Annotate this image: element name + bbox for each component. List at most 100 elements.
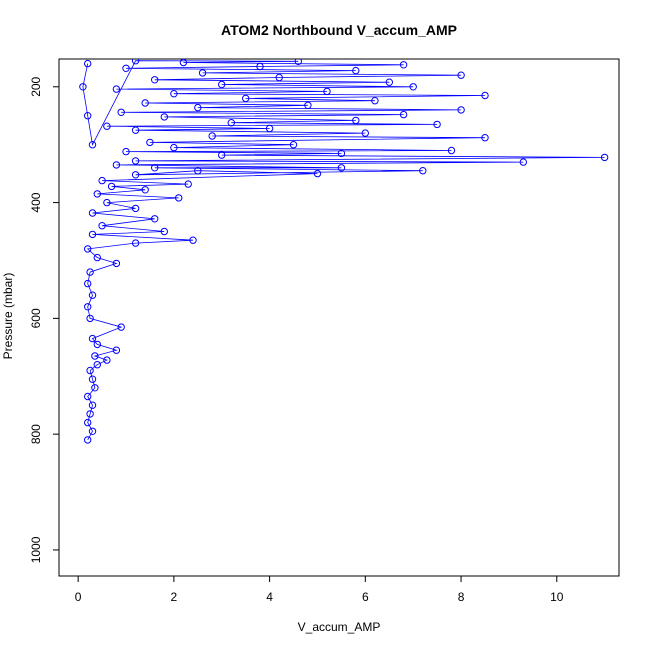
data-point (151, 164, 159, 172)
data-point (112, 161, 121, 169)
data-point (175, 194, 183, 202)
data-point (91, 352, 99, 360)
x-axis: 0 2 4 6 8 10 (75, 576, 564, 604)
plot-frame (58, 58, 620, 577)
data-point (84, 112, 92, 120)
y-tick-label: 600 (29, 308, 43, 328)
y-axis-label: Pressure (mbar) (1, 273, 15, 360)
data-point (112, 85, 121, 93)
data-point (189, 236, 197, 244)
data-point (88, 209, 97, 217)
data-point (131, 59, 140, 65)
data-point (385, 78, 393, 86)
data-point (352, 116, 360, 125)
data-point (131, 204, 140, 213)
data-point (88, 401, 97, 409)
series-line (82, 60, 605, 441)
data-point (361, 129, 369, 137)
data-point (93, 253, 102, 262)
y-tick-label: 400 (29, 192, 43, 212)
data-point (304, 101, 312, 110)
data-point (289, 141, 298, 149)
data-point (79, 83, 87, 91)
data-point (84, 392, 92, 401)
data-point (91, 384, 99, 392)
data-point (371, 97, 379, 105)
data-point (481, 91, 489, 100)
data-point (131, 239, 140, 247)
x-tick-label: 2 (171, 590, 178, 604)
data-point (86, 314, 94, 323)
data-point (107, 182, 116, 191)
data-point (98, 222, 106, 230)
data-point (84, 279, 92, 288)
data-point (84, 418, 92, 427)
data-point (131, 126, 140, 134)
data-point (337, 149, 346, 158)
y-tick-label: 200 (29, 76, 43, 96)
data-point (88, 334, 97, 343)
data-point (84, 303, 92, 311)
data-point (194, 167, 202, 175)
data-point (151, 76, 159, 84)
data-point (323, 87, 331, 96)
data-point (112, 346, 121, 354)
data-point (131, 157, 140, 165)
data-point (122, 147, 130, 156)
y-tick-label: 1000 (29, 536, 43, 563)
data-point (112, 259, 121, 268)
data-point (208, 132, 216, 140)
data-point (88, 291, 97, 299)
series-group (79, 59, 609, 444)
x-axis-label: V_accum_AMP (298, 620, 381, 634)
data-point (399, 61, 408, 69)
data-point (103, 198, 111, 207)
data-point (88, 141, 97, 149)
y-axis: 200 400 600 800 1000 (29, 76, 59, 563)
data-point (352, 66, 360, 75)
x-tick-label: 4 (266, 590, 273, 604)
x-tick-label: 0 (75, 590, 82, 604)
data-point (160, 227, 169, 236)
data-point (98, 176, 106, 185)
data-point (84, 436, 92, 444)
data-point (88, 230, 97, 239)
data-point (457, 71, 465, 79)
data-point (265, 124, 274, 133)
data-point (141, 99, 149, 107)
data-point (256, 62, 264, 71)
data-point (170, 143, 178, 152)
data-point (399, 110, 408, 119)
data-point (218, 80, 226, 89)
data-point (93, 361, 102, 369)
data-point (88, 375, 97, 383)
data-point (131, 171, 140, 179)
data-point (218, 151, 226, 159)
data-point (447, 146, 456, 155)
data-point (93, 340, 102, 349)
data-point (194, 103, 202, 112)
data-point (86, 410, 94, 418)
data-point (141, 186, 149, 194)
data-point (481, 134, 489, 142)
data-point (184, 180, 192, 188)
data-point (84, 59, 92, 68)
data-point (146, 138, 154, 147)
data-point (160, 113, 169, 121)
data-point (409, 83, 417, 91)
data-point (88, 427, 97, 435)
data-point (151, 215, 159, 223)
data-point (170, 90, 178, 98)
x-tick-label: 8 (458, 590, 465, 604)
data-point (86, 268, 94, 276)
data-point (103, 122, 111, 130)
data-point (519, 158, 527, 166)
y-tick-label: 800 (29, 424, 43, 444)
data-point (433, 120, 441, 129)
plot-area (79, 59, 609, 444)
data-point (117, 108, 125, 117)
data-point (86, 366, 94, 375)
data-point (84, 245, 92, 253)
data-point (294, 59, 302, 65)
data-point (227, 119, 236, 127)
